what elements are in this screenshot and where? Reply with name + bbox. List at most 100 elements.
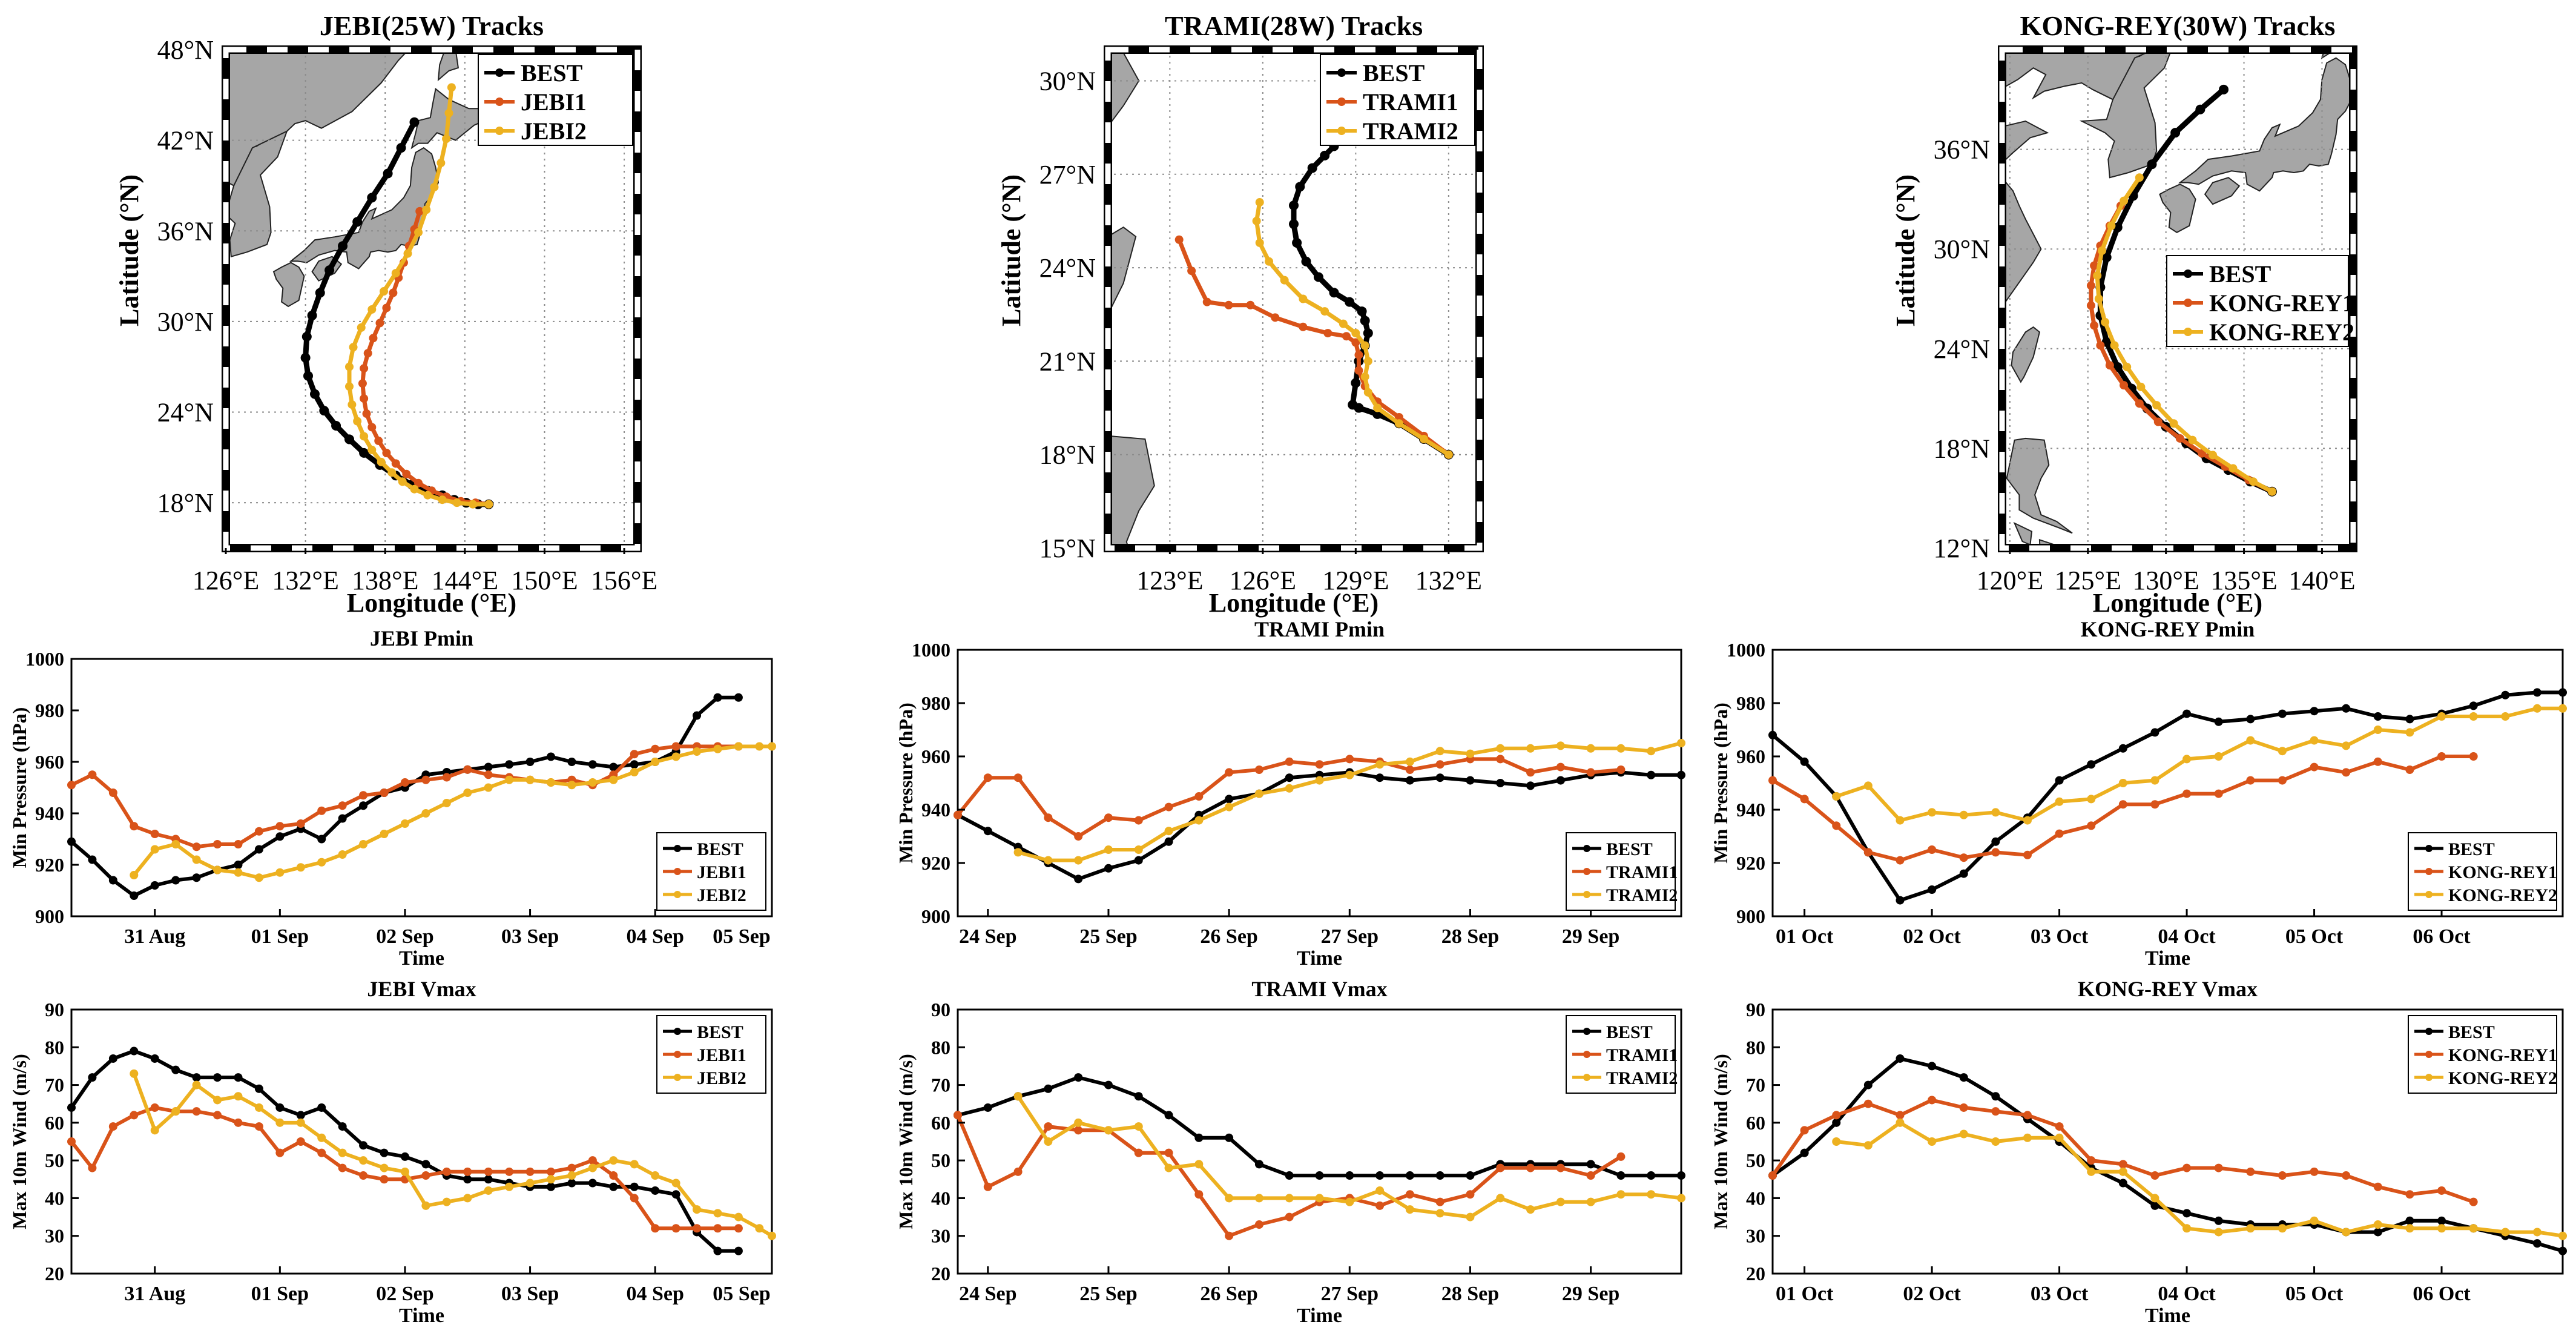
data-point — [1074, 1073, 1083, 1082]
data-point — [630, 1182, 639, 1191]
data-point — [234, 1092, 243, 1101]
data-point — [588, 1163, 597, 1172]
track-point — [377, 457, 386, 466]
data-point — [588, 1179, 597, 1188]
data-point — [1134, 845, 1143, 854]
data-point — [1800, 757, 1809, 766]
x-tick-label: 01 Oct — [1776, 925, 1834, 948]
data-point — [442, 773, 451, 782]
data-point — [1405, 776, 1414, 785]
data-point — [1832, 1118, 1841, 1127]
data-point — [1896, 856, 1905, 865]
data-point — [484, 1186, 493, 1195]
track-point — [331, 420, 341, 431]
data-point — [2532, 688, 2541, 697]
track-point — [375, 319, 384, 328]
data-point — [567, 1179, 576, 1188]
track-point — [1339, 319, 1348, 328]
legend-marker — [674, 1074, 681, 1081]
data-point — [1586, 1197, 1595, 1206]
data-point — [1375, 760, 1385, 769]
timeseries-panel-kongrey_pmin: 01 Oct 02 Oct 03 Oct 04 Oct 05 Oct 06 Oct 900 9… — [1710, 617, 2567, 970]
data-point — [275, 1148, 285, 1157]
y-tick-label: 18°N — [1039, 440, 1096, 470]
data-point — [1616, 765, 1626, 774]
y-tick-label: 60 — [45, 1112, 64, 1134]
data-point — [630, 768, 639, 776]
data-point — [588, 778, 597, 787]
track-line-jebi2 — [347, 87, 489, 507]
data-point — [1405, 765, 1414, 774]
data-point — [1677, 1194, 1685, 1203]
data-point — [2437, 1216, 2446, 1225]
x-tick-label: 03 Sep — [501, 925, 559, 948]
x-tick-label: 27 Sep — [1321, 925, 1379, 948]
y-tick-label: 21°N — [1039, 346, 1096, 376]
y-tick-label: 980 — [1736, 692, 1765, 714]
data-point — [1768, 730, 1777, 739]
data-point — [1074, 874, 1083, 884]
legend-marker — [495, 68, 504, 77]
data-point — [484, 770, 493, 779]
data-point — [1405, 1171, 1414, 1180]
data-point — [1285, 784, 1294, 793]
data-point — [2023, 850, 2032, 859]
track-point — [363, 349, 372, 358]
data-point — [380, 830, 389, 838]
track-point — [1394, 419, 1403, 428]
data-point — [1164, 1148, 1173, 1157]
track-point — [1363, 328, 1373, 339]
data-point — [1225, 1133, 1234, 1142]
data-point — [1225, 1194, 1234, 1203]
track-point — [367, 445, 377, 454]
data-point — [1466, 1171, 1475, 1180]
track-point — [345, 382, 354, 391]
data-point — [1134, 1122, 1143, 1131]
data-point — [2437, 752, 2446, 761]
data-point — [275, 1118, 285, 1127]
data-point — [171, 1107, 180, 1116]
track-point — [402, 469, 411, 478]
track-point — [396, 143, 406, 153]
x-tick-label: 04 Oct — [2158, 925, 2216, 948]
data-point — [2532, 1228, 2541, 1237]
x-tick-label: 150°E — [511, 566, 578, 595]
track-point — [2120, 381, 2129, 390]
data-point — [1254, 789, 1263, 798]
track-point — [1360, 372, 1369, 382]
track-point — [353, 417, 362, 426]
data-point — [1496, 1194, 1505, 1203]
data-point — [67, 1137, 76, 1146]
data-point — [108, 1054, 117, 1063]
x-axis-label: Longitude (°E) — [2093, 588, 2262, 618]
data-point — [1285, 757, 1294, 766]
x-axis-label: Time — [2145, 1304, 2190, 1327]
data-point — [1896, 816, 1905, 825]
data-point — [88, 1163, 97, 1172]
data-point — [442, 799, 451, 807]
data-point — [338, 814, 347, 823]
x-tick-label: 25 Sep — [1079, 1283, 1137, 1305]
legend-marker — [674, 845, 681, 852]
data-point — [1959, 810, 1968, 819]
data-point — [525, 1179, 535, 1188]
x-tick-label: 138°E — [352, 566, 418, 595]
x-tick-label: 135°E — [2210, 566, 2277, 595]
legend-label: BEST — [1606, 839, 1653, 859]
data-point — [505, 1182, 514, 1191]
x-axis-label: Time — [399, 1304, 444, 1327]
data-point — [338, 850, 347, 859]
data-point — [1928, 845, 1937, 854]
land-mindoro — [150, 570, 165, 590]
data-point — [588, 1156, 597, 1165]
data-point — [88, 770, 97, 779]
data-point — [1134, 1148, 1143, 1157]
x-tick-label: 126°E — [1230, 566, 1296, 595]
data-point — [768, 742, 776, 751]
y-axis-label: Min Pressure (hPa) — [8, 707, 30, 868]
data-point — [2310, 736, 2319, 745]
data-point — [380, 789, 389, 797]
data-point — [130, 1046, 139, 1056]
